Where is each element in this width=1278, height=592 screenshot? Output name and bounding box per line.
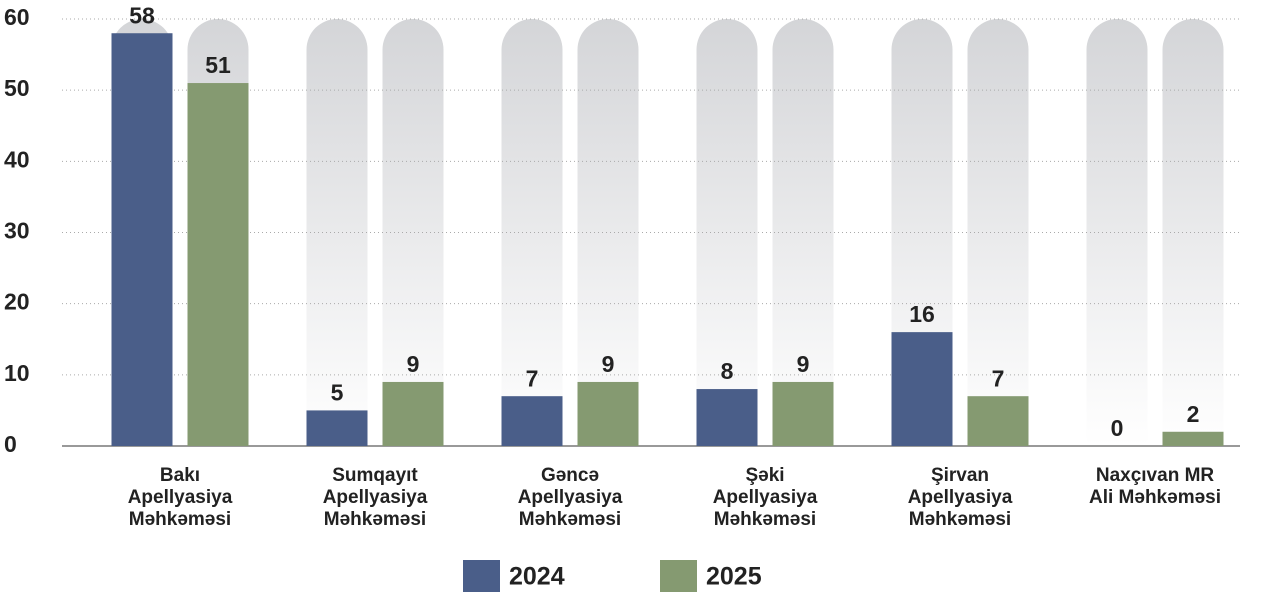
bar	[306, 410, 368, 446]
bar-background	[577, 18, 639, 446]
data-label: 8	[721, 358, 734, 384]
bar-background	[1162, 18, 1224, 446]
bar	[1162, 431, 1224, 446]
x-tick-label: Şirvan Apellyasiya Məhkəməsi	[907, 465, 1013, 530]
bar	[577, 381, 639, 446]
data-label: 16	[909, 301, 935, 327]
data-label: 9	[797, 351, 810, 377]
data-label: 2	[1187, 401, 1200, 427]
x-tick-label: Bakı Apellyasiya Məhkəməsi	[127, 465, 233, 530]
bar	[891, 332, 953, 446]
data-label: 58	[129, 2, 155, 28]
x-tick-label: Naxçıvan MR Ali Məhkəməsi	[1089, 465, 1221, 508]
bar-background	[501, 18, 563, 446]
bar	[696, 389, 758, 446]
data-label: 5	[331, 379, 344, 405]
bar	[187, 83, 249, 447]
bar	[967, 396, 1029, 446]
legend-swatch	[660, 560, 697, 592]
x-tick-label: Şəki Apellyasiya Məhkəməsi	[712, 465, 818, 530]
y-tick-label: 10	[4, 360, 30, 386]
data-label: 7	[526, 365, 539, 391]
y-tick-label: 0	[4, 431, 17, 457]
data-label: 7	[992, 365, 1005, 391]
y-tick-label: 40	[4, 146, 30, 172]
bar	[501, 396, 563, 446]
bar-background	[382, 18, 444, 446]
bar	[382, 381, 444, 446]
legend-swatch	[463, 560, 500, 592]
legend-label: 2024	[509, 563, 565, 591]
y-tick-label: 20	[4, 289, 30, 315]
y-tick-label: 50	[4, 75, 30, 101]
x-tick-label: Sumqayıt Apellyasiya Məhkəməsi	[322, 465, 428, 530]
data-label: 9	[407, 351, 420, 377]
data-label: 0	[1111, 415, 1124, 441]
y-tick-label: 60	[4, 4, 30, 30]
x-tick-label: Gəncə Apellyasiya Məhkəməsi	[517, 465, 623, 530]
bar-background	[306, 18, 368, 446]
data-label: 9	[602, 351, 615, 377]
y-tick-label: 30	[4, 218, 30, 244]
data-label: 51	[205, 52, 231, 78]
bar-background	[1086, 18, 1148, 446]
bar	[111, 33, 173, 446]
bar	[772, 381, 834, 446]
legend-label: 2025	[706, 563, 762, 591]
